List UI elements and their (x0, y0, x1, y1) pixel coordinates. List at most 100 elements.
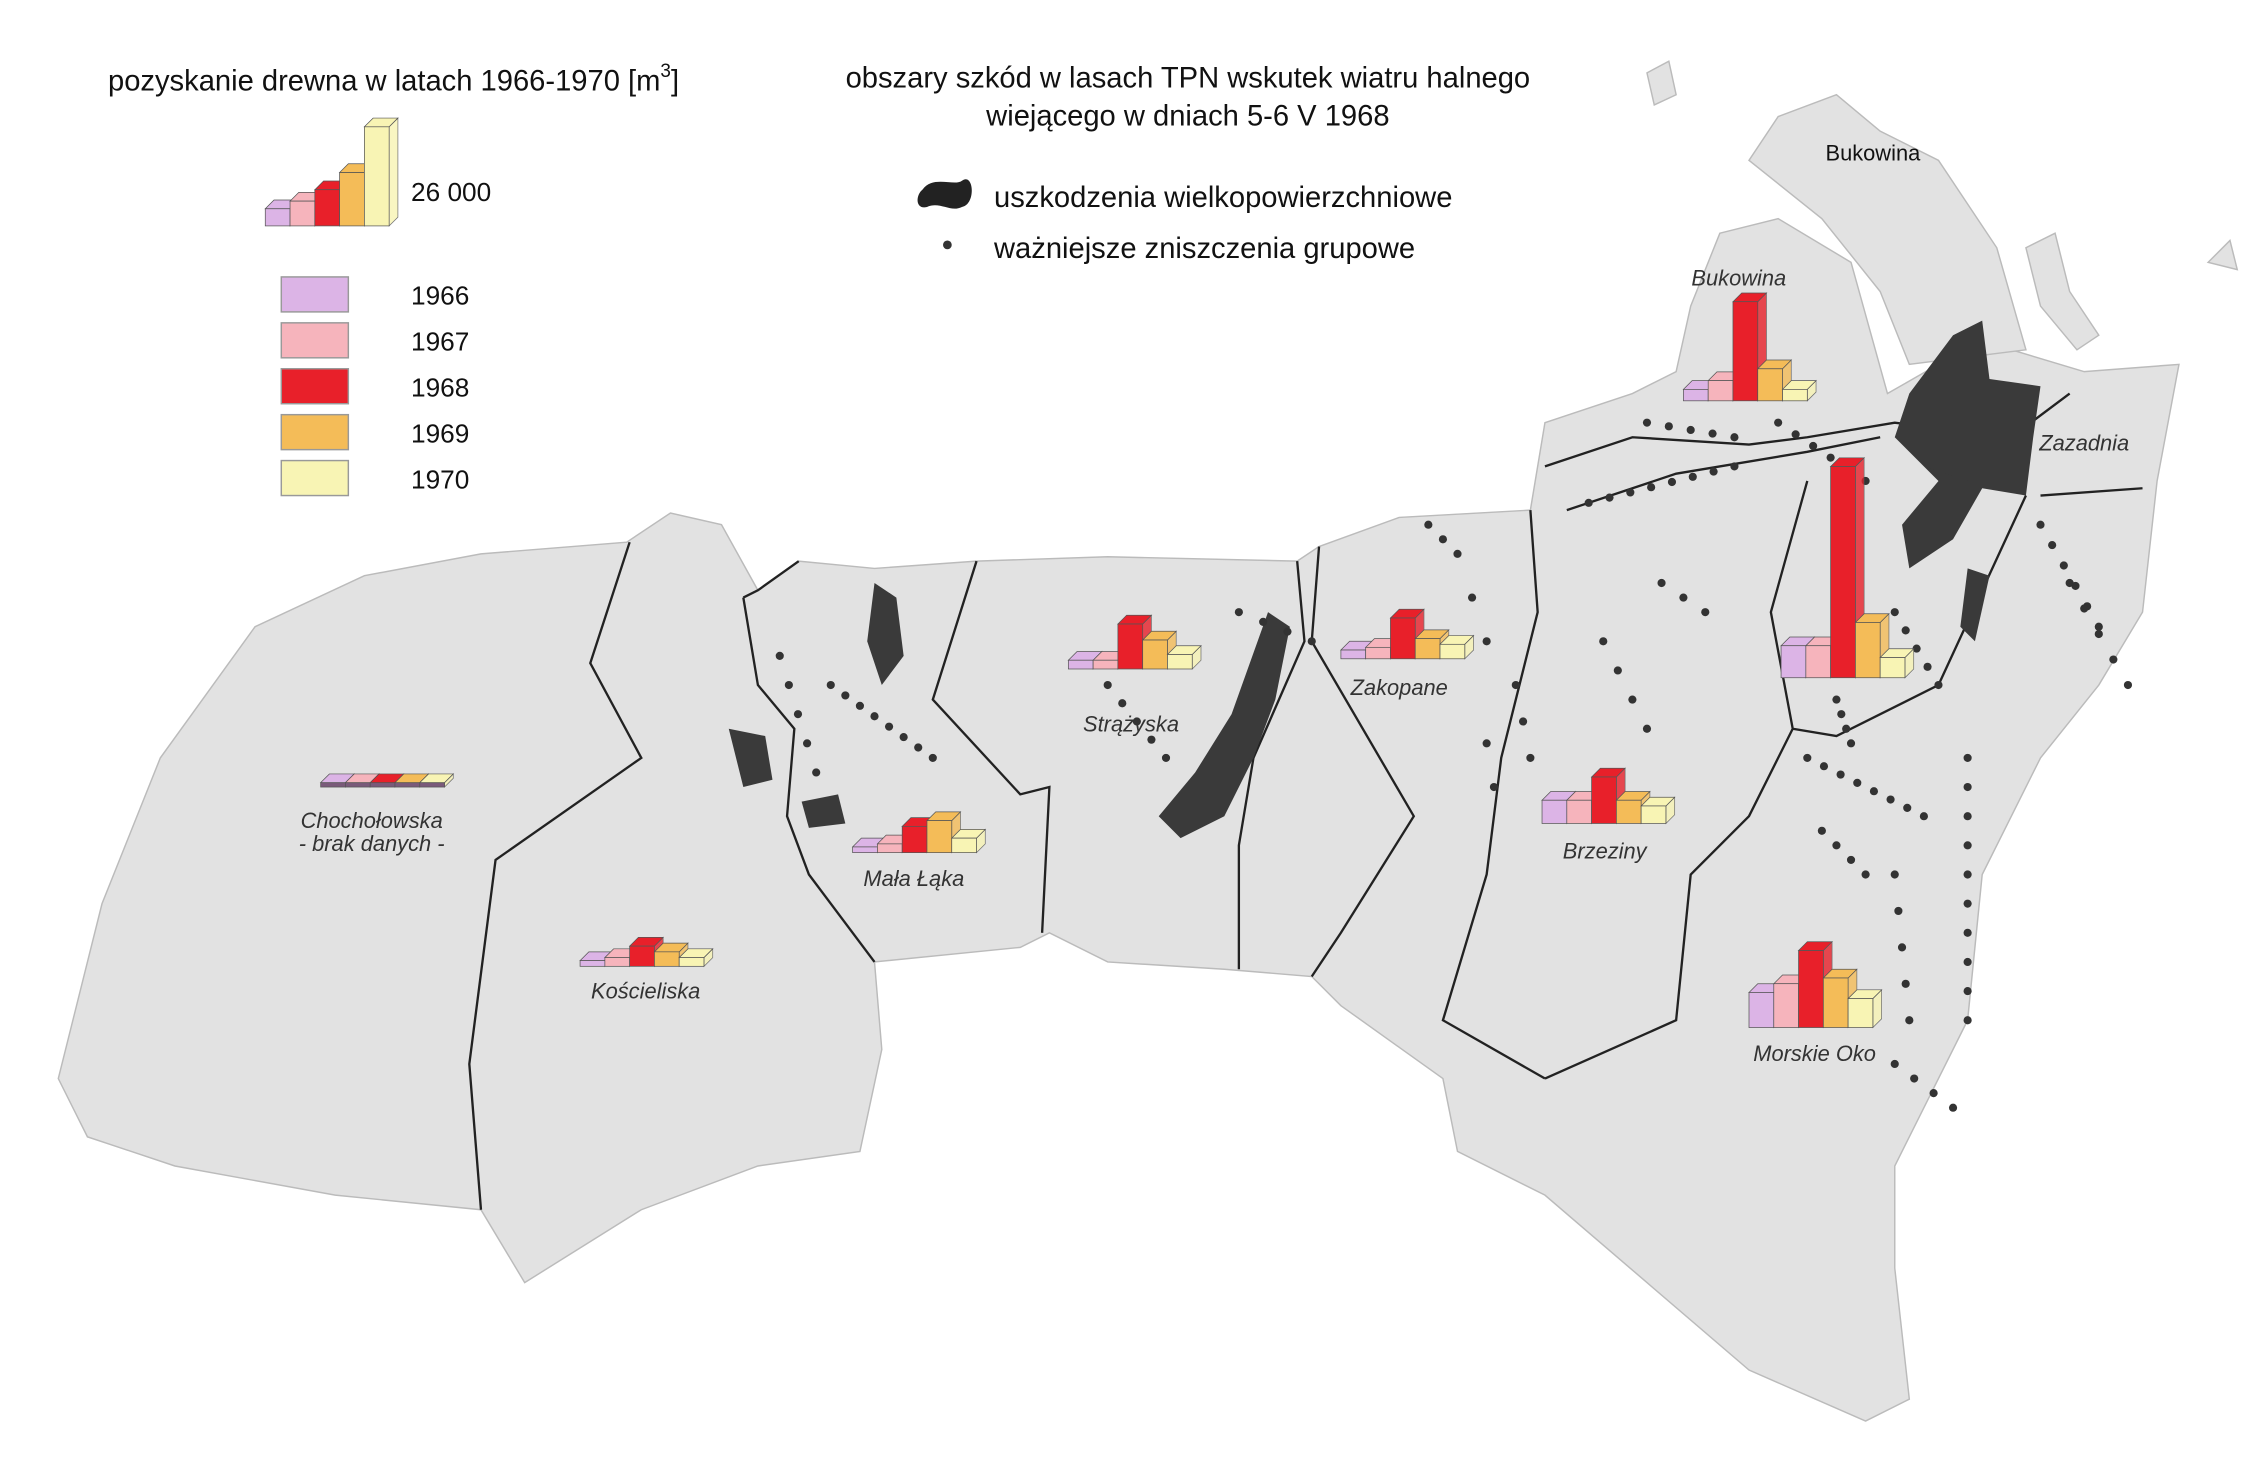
dot (1890, 1059, 1899, 1069)
dot (2094, 629, 2103, 639)
legend-label: 1967 (411, 327, 469, 357)
dot (1103, 680, 1112, 690)
bar (901, 825, 928, 854)
dot (1929, 1089, 1938, 1098)
legend-title-exponent: 3 (660, 61, 671, 82)
bar (654, 951, 680, 967)
dot (1482, 739, 1491, 748)
bar (369, 782, 396, 788)
dot (1708, 429, 1717, 438)
legend-swatch (280, 322, 350, 359)
dot (1613, 666, 1622, 675)
bar (852, 846, 878, 854)
dot (1774, 418, 1783, 427)
dot (1869, 787, 1879, 796)
dot (1963, 812, 1972, 821)
bar (1855, 622, 1881, 679)
dot (1963, 782, 1972, 792)
dot (841, 691, 850, 700)
dot (1147, 735, 1156, 744)
bar (1566, 799, 1592, 824)
bar-side (388, 117, 399, 227)
bar (1414, 638, 1441, 660)
region-label: Morskie Oko (1753, 1041, 1876, 1066)
dot (914, 743, 923, 752)
dot (1897, 943, 1907, 952)
bar (1822, 977, 1849, 1028)
dot (1453, 549, 1462, 558)
dot (793, 710, 803, 719)
dot (826, 680, 835, 690)
region-label: Kościeliska (591, 978, 700, 1003)
dot (803, 739, 812, 748)
dot (1910, 1074, 1919, 1083)
dot (870, 712, 879, 721)
bar (1117, 623, 1144, 670)
dot (1467, 593, 1477, 602)
dot (1846, 739, 1856, 748)
dot (812, 768, 821, 777)
terrain (57, 60, 2239, 1422)
dot (1283, 627, 1292, 636)
bar (579, 960, 606, 967)
dot (1819, 762, 1829, 771)
dot (1667, 477, 1677, 487)
bar (1439, 643, 1466, 660)
bar (1732, 301, 1759, 402)
bar (1683, 389, 1709, 402)
dot (899, 732, 908, 742)
dot (1901, 626, 1910, 635)
dot (1730, 462, 1739, 471)
bar (926, 820, 953, 854)
dot (1963, 899, 1972, 908)
region-label: Zakopane (1350, 675, 1448, 700)
legend-title-text: pozyskanie drewna w latach 1966-1970 [m (108, 65, 660, 97)
dot (1482, 637, 1491, 646)
legend-title-close: ] (671, 65, 679, 97)
bar (1847, 998, 1874, 1028)
legend-swatch (280, 368, 350, 405)
dot (1861, 870, 1870, 879)
bar (345, 782, 371, 788)
dot (1963, 870, 1972, 879)
dot (1832, 695, 1841, 704)
dot (1599, 637, 1608, 646)
bar (264, 208, 291, 227)
dot (1489, 782, 1499, 792)
bar (1541, 799, 1568, 824)
dot (2109, 655, 2118, 664)
dot (1846, 855, 1856, 865)
dot (1511, 680, 1520, 690)
legend-label: 1970 (411, 464, 469, 494)
dot (1259, 617, 1268, 626)
bar (1757, 368, 1783, 402)
damage-areas (728, 320, 2041, 839)
bar (1365, 646, 1391, 660)
bar (1167, 654, 1193, 670)
scale-label: 26 000 (411, 177, 491, 207)
bar (1748, 992, 1775, 1028)
dot (1923, 662, 1932, 671)
region-note: - brak danych - (299, 831, 445, 856)
dot (1709, 467, 1718, 476)
bar (1707, 380, 1734, 402)
dot (1118, 699, 1127, 708)
bar (1830, 466, 1856, 679)
dot (1647, 483, 1656, 492)
legend-swatch (280, 276, 350, 313)
dot (1438, 535, 1448, 544)
dot (1730, 433, 1739, 442)
dot (1234, 608, 1243, 617)
bar (394, 782, 421, 788)
dot (1894, 906, 1903, 916)
dot (1664, 422, 1673, 431)
legend-label: 1969 (411, 418, 469, 448)
bar (1591, 776, 1617, 824)
dot (775, 651, 784, 660)
legend-label: 1968 (411, 372, 469, 402)
dot (2048, 541, 2057, 550)
region-label: Mała Łąka (863, 866, 964, 891)
dot (1424, 520, 1433, 529)
bar (1782, 389, 1808, 402)
dot (2059, 561, 2068, 570)
